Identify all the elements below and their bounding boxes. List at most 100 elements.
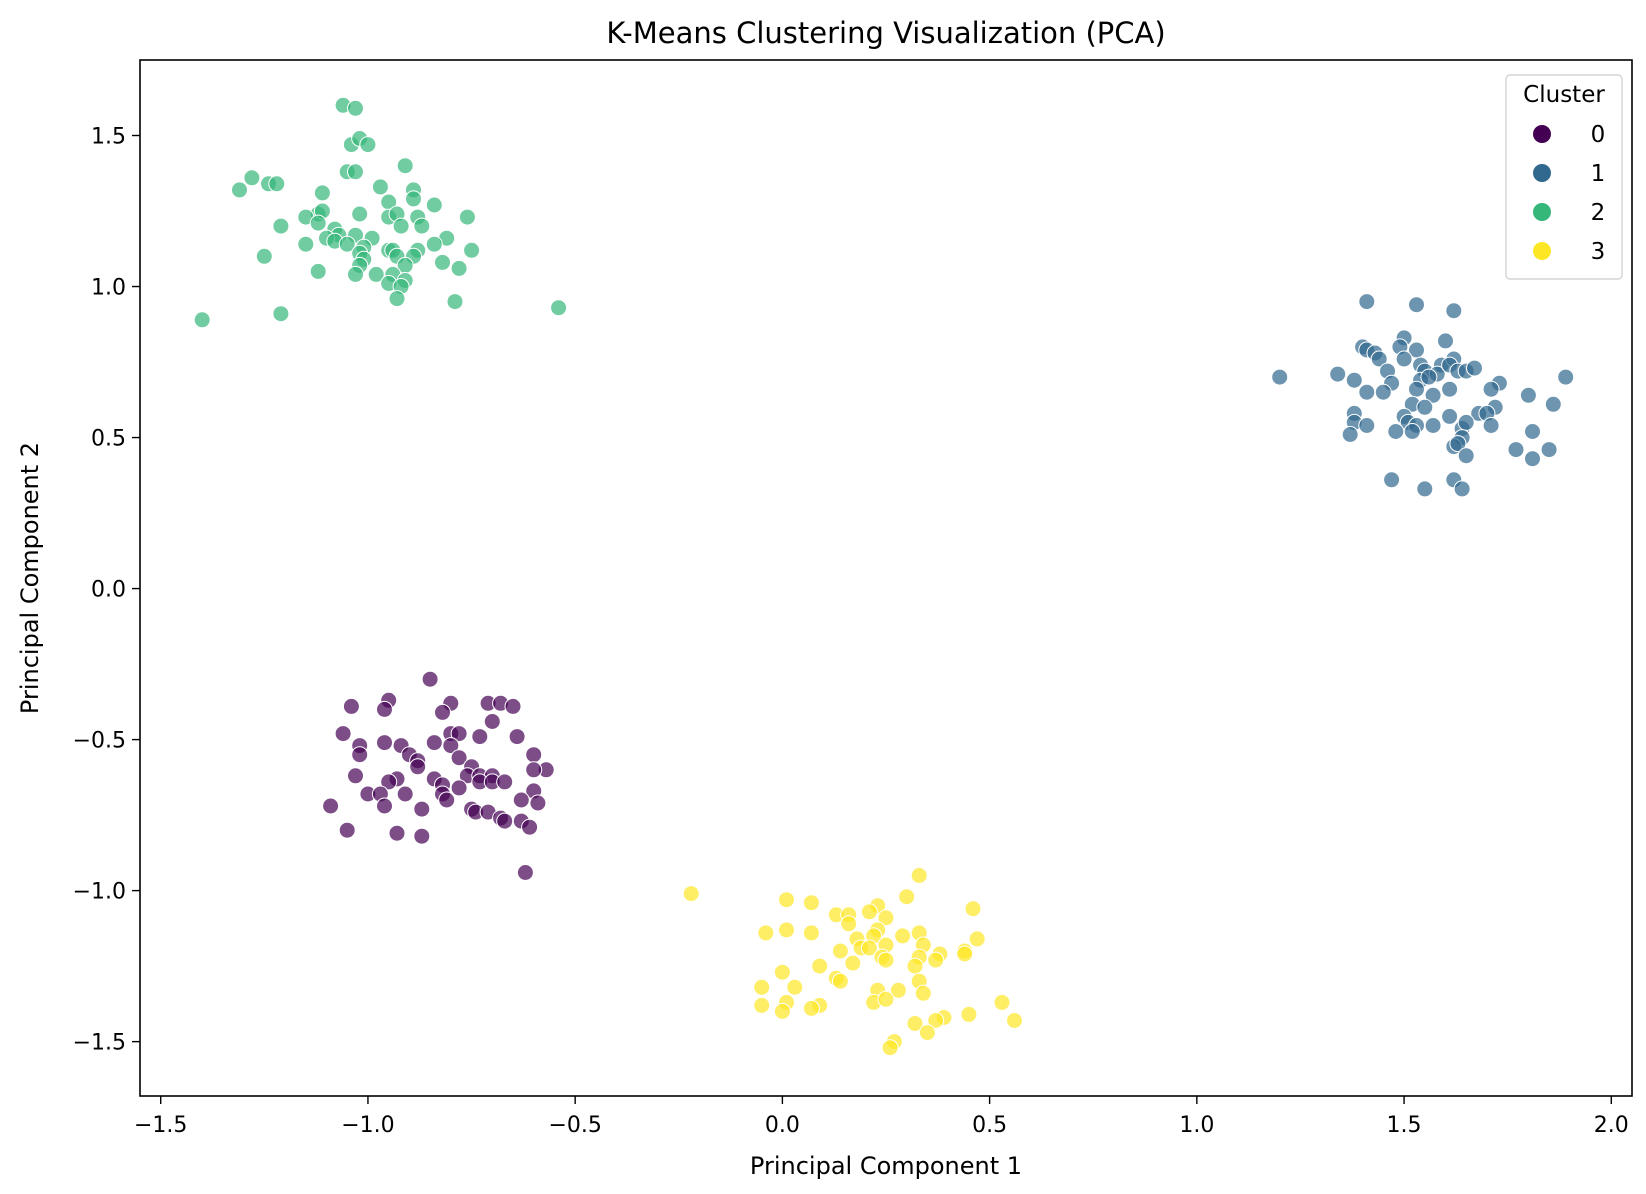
y-tick-label: 0.5 [91,427,126,452]
legend-label-1: 1 [1591,161,1606,187]
point-cluster-0 [483,713,501,730]
point-cluster-3 [956,945,974,963]
point-cluster-1 [1519,386,1537,404]
point-cluster-1 [1387,423,1405,440]
legend-box [1505,74,1623,280]
point-cluster-1 [1424,386,1442,404]
point-cluster-2 [446,293,464,311]
x-tick-label: 1.5 [1387,1113,1422,1138]
point-cluster-1 [1557,368,1575,386]
point-cluster-3 [844,954,862,972]
point-cluster-2 [255,247,273,265]
point-cluster-3 [964,900,982,918]
point-cluster-2 [347,265,364,283]
point-cluster-0 [504,697,522,715]
point-cluster-1 [1420,368,1438,386]
point-cluster-3 [993,993,1011,1011]
point-cluster-2 [388,290,406,308]
point-cluster-0 [521,818,539,836]
point-cluster-2 [450,259,468,277]
point-cluster-1 [1441,407,1459,425]
data-points [193,96,1575,1057]
point-cluster-2 [351,205,369,223]
point-cluster-3 [914,984,932,1002]
point-cluster-3 [906,1015,924,1032]
legend-label-0: 0 [1591,122,1606,148]
point-cluster-1 [1482,380,1500,398]
legend-title: Cluster [1523,82,1605,108]
point-cluster-2 [371,178,389,196]
point-cluster-1 [1453,480,1471,498]
point-cluster-0 [525,746,543,764]
point-cluster-0 [450,749,468,767]
point-cluster-3 [910,867,928,884]
point-cluster-2 [243,169,261,187]
point-cluster-1 [1395,350,1413,368]
point-cluster-3 [753,996,771,1014]
point-cluster-1 [1383,471,1401,489]
legend-label-2: 2 [1591,200,1606,226]
point-cluster-0 [529,794,547,812]
point-cluster-1 [1507,441,1525,459]
point-cluster-3 [802,924,820,942]
legend-marker-0 [1533,125,1551,143]
point-cluster-0 [347,767,364,785]
point-cluster-1 [1524,450,1541,468]
point-cluster-3 [786,978,804,996]
y-tick-label: −1.5 [73,1031,126,1056]
y-axis-label: Principal Component 2 [16,442,44,714]
point-cluster-2 [413,217,431,235]
point-cluster-2 [405,190,422,208]
point-cluster-0 [380,773,398,791]
point-cluster-0 [508,728,526,746]
point-cluster-3 [778,891,795,909]
point-cluster-0 [376,700,393,718]
x-tick-label: −0.5 [548,1113,601,1138]
legend-marker-2 [1533,203,1551,221]
point-cluster-0 [396,785,414,803]
point-cluster-2 [425,235,443,253]
point-cluster-2 [231,181,248,199]
point-cluster-3 [881,1039,899,1057]
point-cluster-2 [272,305,290,323]
point-cluster-0 [376,734,393,752]
point-cluster-3 [889,981,907,999]
legend-marker-3 [1533,242,1551,260]
x-tick-label: −1.0 [341,1113,394,1138]
point-cluster-3 [860,903,878,921]
x-tick-label: 0.5 [972,1113,1007,1138]
point-cluster-2 [268,175,286,193]
x-tick-label: 0.0 [765,1113,800,1138]
point-cluster-3 [1006,1012,1023,1029]
point-cluster-3 [831,972,849,990]
y-tick-label: 1.5 [91,125,126,150]
point-cluster-3 [802,894,820,912]
legend-marker-1 [1533,164,1551,182]
point-cluster-0 [496,812,514,830]
x-tick-label: 1.0 [1179,1113,1214,1138]
plot-area-frame [139,59,1633,1097]
point-cluster-0 [450,725,468,743]
point-cluster-0 [434,703,451,721]
point-cluster-1 [1544,395,1562,413]
point-cluster-2 [359,136,377,154]
point-cluster-2 [458,208,476,226]
point-cluster-3 [877,990,895,1008]
point-cluster-2 [463,241,481,259]
point-cluster-1 [1408,380,1425,398]
y-tick-label: −1.0 [73,880,126,905]
point-cluster-1 [1457,447,1475,465]
chart-title: K-Means Clustering Visualization (PCA) [606,16,1165,50]
point-cluster-3 [757,924,775,942]
point-cluster-0 [471,728,489,746]
point-cluster-0 [512,791,530,809]
x-axis-ticks: −1.5 −1.0 −0.5 0.0 0.5 1.0 1.5 2.0 [134,1096,1629,1138]
point-cluster-2 [297,235,315,253]
point-cluster-2 [425,196,443,214]
point-cluster-3 [960,1005,978,1023]
point-cluster-0 [388,824,406,842]
point-cluster-1 [1416,480,1434,498]
point-cluster-1 [1329,365,1347,383]
point-cluster-1 [1524,423,1541,440]
point-cluster-0 [425,734,443,752]
